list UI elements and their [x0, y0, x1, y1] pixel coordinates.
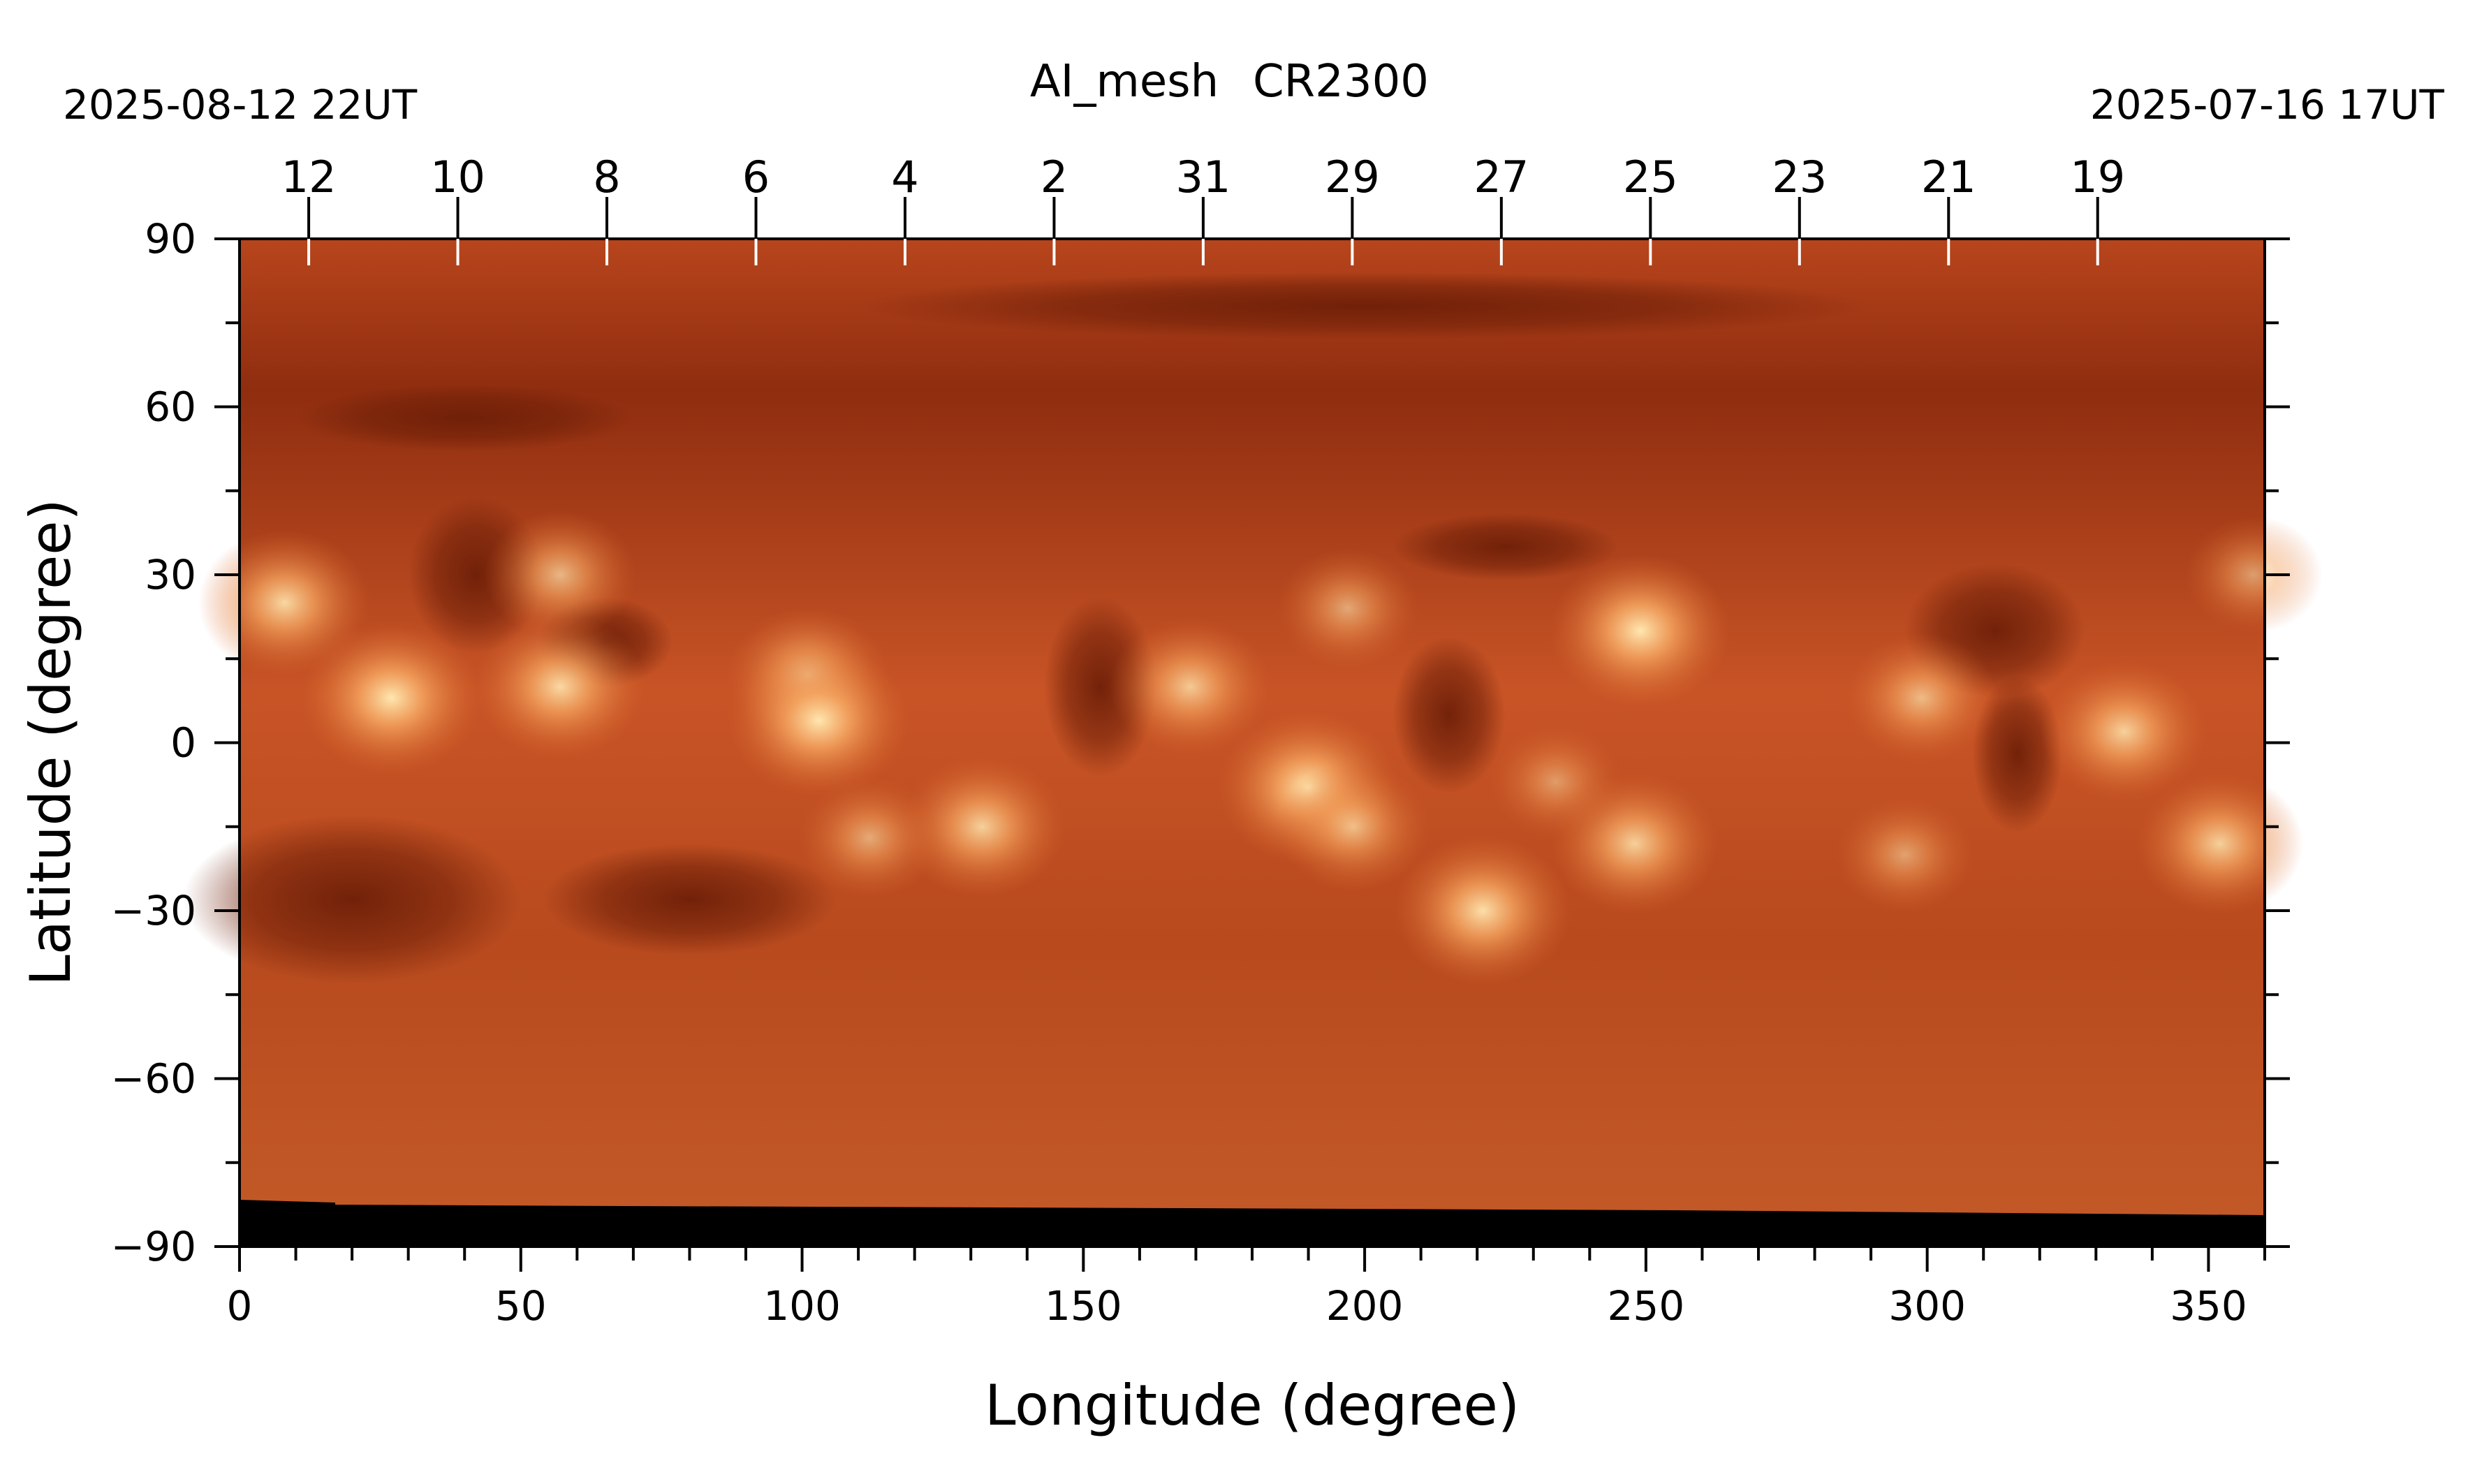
date-tick-label: 31 — [1175, 152, 1230, 203]
x-tick-label: 300 — [1888, 1282, 1966, 1330]
map-title-product: AI_mesh — [1030, 56, 1219, 108]
map-features — [183, 239, 2323, 1247]
y-axis-title: Latitude (degree) — [18, 499, 83, 985]
map-title-rotation: CR2300 — [1253, 56, 1429, 108]
x-tick-label: 200 — [1326, 1282, 1404, 1330]
date-tick-label: 6 — [742, 152, 770, 203]
x-tick-label: 250 — [1608, 1282, 1685, 1330]
active-region — [1394, 835, 1571, 986]
active-region — [898, 756, 1066, 898]
date-axis: 12 10 8 6 4 2 31 29 27 25 23 21 19 — [281, 152, 2125, 265]
active-region — [474, 613, 647, 760]
start-date-label: 2025-08-12 22UT — [63, 81, 418, 128]
coronal-hole — [295, 384, 633, 452]
active-region — [198, 529, 371, 676]
y-tick-label: 90 — [145, 215, 196, 263]
x-tick-label: 0 — [227, 1282, 253, 1330]
x-tick-label: 50 — [495, 1282, 547, 1330]
y-tick-label: −30 — [111, 887, 196, 934]
active-region — [1277, 762, 1430, 892]
active-region — [2136, 772, 2304, 915]
active-region — [1549, 553, 1731, 708]
date-tick-label: 23 — [1772, 152, 1827, 203]
active-region — [1276, 548, 1419, 669]
date-tick-label: 19 — [2070, 152, 2125, 203]
no-data-strip — [240, 1200, 2265, 1247]
y-tick-label: 0 — [170, 719, 196, 767]
coronal-hole — [858, 272, 1872, 340]
date-tick-label: 21 — [1921, 152, 1976, 203]
active-region — [2041, 660, 2208, 803]
active-region — [728, 642, 910, 798]
active-region — [2184, 516, 2323, 633]
x-axis-title: Longitude (degree) — [985, 1373, 1520, 1438]
active-region — [300, 620, 483, 775]
euv-map — [183, 239, 2323, 1247]
coronal-hole — [1043, 597, 1157, 777]
y-tick-label: 60 — [145, 383, 196, 431]
active-region — [798, 777, 941, 899]
y-tick-label: 30 — [145, 551, 196, 598]
date-tick-label: 4 — [891, 152, 918, 203]
active-region — [1490, 725, 1622, 839]
date-tick-label: 25 — [1623, 152, 1678, 203]
x-tick-label: 100 — [763, 1282, 841, 1330]
y-tick-label: −90 — [111, 1223, 196, 1270]
active-region — [484, 510, 637, 640]
active-region — [1835, 796, 1974, 913]
coronal-hole — [1393, 513, 1618, 581]
date-tick-label: 29 — [1325, 152, 1380, 203]
coronal-hole — [183, 815, 521, 984]
y-axis: 90 60 30 0 −30 −60 −90 — [111, 215, 2290, 1270]
coronal-hole — [543, 843, 836, 956]
date-tick-label: 10 — [430, 152, 485, 203]
y-tick-label: −60 — [111, 1055, 196, 1103]
date-tick-label: 8 — [593, 152, 620, 203]
x-tick-label: 150 — [1045, 1282, 1122, 1330]
active-region — [1845, 633, 1998, 763]
date-tick-label: 27 — [1474, 152, 1529, 203]
x-tick-label: 350 — [2170, 1282, 2247, 1330]
active-region — [1109, 617, 1272, 756]
coronal-hole — [1393, 636, 1506, 793]
x-axis: 0 50 100 150 200 250 300 350 — [227, 1247, 2266, 1330]
date-tick-label: 12 — [281, 152, 337, 203]
date-tick-label: 2 — [1041, 152, 1068, 203]
end-date-label: 2025-07-16 17UT — [2090, 81, 2445, 128]
